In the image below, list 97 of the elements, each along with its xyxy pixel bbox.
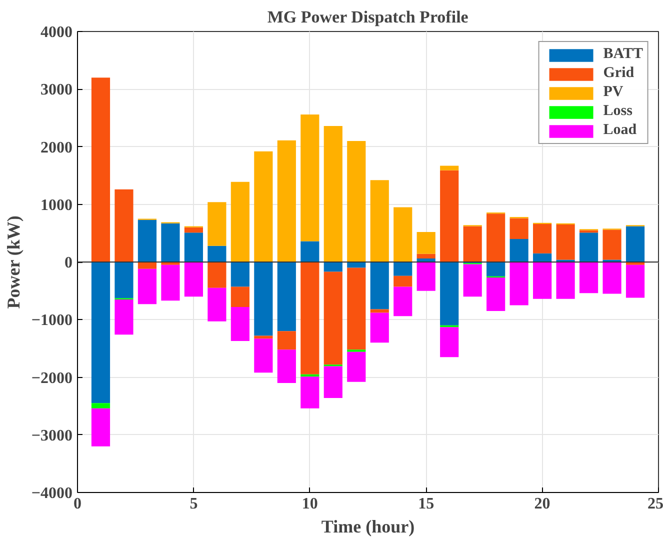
bar xyxy=(114,299,134,335)
bar xyxy=(440,166,459,170)
bar xyxy=(324,366,342,398)
bar xyxy=(138,268,157,304)
bar xyxy=(486,278,506,311)
bar xyxy=(440,327,459,358)
y-tick-label: 3000 xyxy=(40,82,72,99)
legend-label: Load xyxy=(603,122,637,139)
bar xyxy=(556,224,575,260)
chart-title: MG Power Dispatch Profile xyxy=(267,8,469,26)
bar xyxy=(510,238,528,262)
bar xyxy=(463,264,482,297)
bar xyxy=(91,78,110,262)
y-tick-label: 4000 xyxy=(40,24,72,41)
bar xyxy=(300,114,320,242)
x-tick-label: 5 xyxy=(190,496,198,512)
bar xyxy=(184,227,203,233)
bar xyxy=(230,182,250,262)
bar xyxy=(463,226,482,262)
bar xyxy=(347,352,366,382)
bar xyxy=(347,140,366,262)
y-tick-label: 1000 xyxy=(40,196,72,214)
bar xyxy=(416,232,436,254)
bar xyxy=(533,253,552,262)
bar xyxy=(114,262,134,298)
y-tick-label: 0 xyxy=(64,254,72,272)
y-tick-label: −2000 xyxy=(31,370,73,387)
y-axis-title: Power (kW) xyxy=(3,216,24,309)
bar xyxy=(91,403,110,408)
bar xyxy=(208,288,226,322)
bar xyxy=(277,350,296,384)
bar xyxy=(254,151,273,262)
bar xyxy=(324,272,342,365)
bar xyxy=(394,207,412,262)
x-tick-label: 25 xyxy=(648,496,663,512)
bar xyxy=(394,262,412,276)
bar xyxy=(254,262,273,336)
bar xyxy=(277,262,296,332)
bar xyxy=(91,408,110,446)
bar xyxy=(486,214,506,262)
bar xyxy=(533,262,552,299)
bar xyxy=(347,262,366,268)
bar xyxy=(486,262,506,276)
bar xyxy=(254,338,273,373)
x-axis-title: Time (hour) xyxy=(321,516,415,536)
bar xyxy=(230,306,250,341)
bar xyxy=(208,262,226,288)
bar xyxy=(324,262,342,272)
y-tick-label: −1000 xyxy=(31,312,73,330)
bar xyxy=(230,286,250,307)
bar xyxy=(556,262,575,299)
bar xyxy=(208,202,226,246)
legend-label: PV xyxy=(603,84,624,101)
bar xyxy=(91,262,110,404)
bar xyxy=(324,126,342,262)
y-tick-label: 2000 xyxy=(40,139,72,156)
bar xyxy=(394,276,412,287)
bar xyxy=(510,218,528,239)
legend-label: BATT xyxy=(603,46,643,63)
bar xyxy=(370,180,389,262)
bar xyxy=(114,189,134,262)
bar xyxy=(300,262,320,374)
bar xyxy=(161,223,180,262)
legend-label: Grid xyxy=(603,65,634,82)
bar xyxy=(208,246,226,262)
bar xyxy=(394,286,412,316)
bar xyxy=(626,226,645,262)
bar xyxy=(277,331,296,350)
bar xyxy=(626,264,645,298)
bar xyxy=(510,262,528,306)
bar xyxy=(579,262,598,294)
bar xyxy=(579,232,598,262)
x-tick-label: 15 xyxy=(418,496,434,512)
bar xyxy=(370,312,389,343)
bar xyxy=(602,230,622,260)
bar xyxy=(602,262,622,294)
bar xyxy=(347,268,366,350)
bar xyxy=(184,232,203,262)
bar xyxy=(300,376,320,408)
bar xyxy=(533,224,552,254)
y-tick-label: −3000 xyxy=(31,427,73,444)
y-tick-label: −4000 xyxy=(31,485,73,502)
x-tick-label: 10 xyxy=(302,496,318,512)
bar xyxy=(416,262,436,291)
bar xyxy=(277,140,296,262)
bar xyxy=(161,264,180,301)
bar xyxy=(440,262,459,326)
x-tick-label: 20 xyxy=(534,496,550,512)
bar xyxy=(416,254,436,259)
legend-label: Loss xyxy=(603,103,632,120)
bar xyxy=(138,220,157,262)
bar xyxy=(184,262,203,297)
bar xyxy=(138,262,157,269)
bar xyxy=(230,262,250,287)
bar xyxy=(370,262,389,310)
bar xyxy=(300,241,320,262)
bar xyxy=(440,170,459,262)
